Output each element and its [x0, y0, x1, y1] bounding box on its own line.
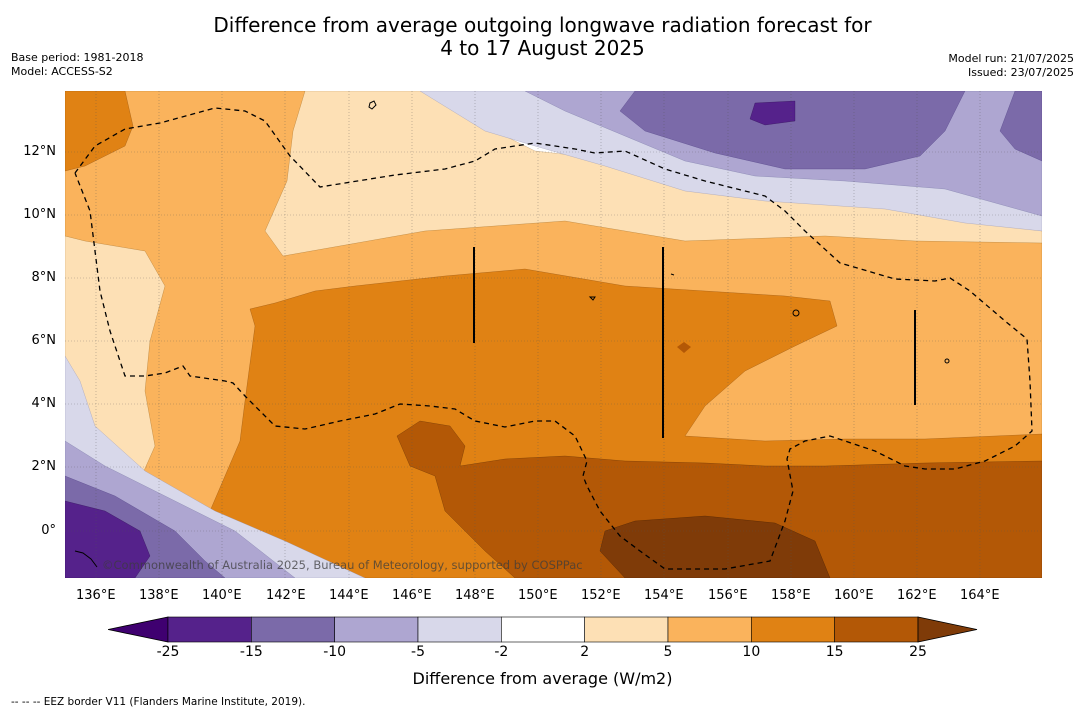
island-marker — [588, 296, 596, 301]
island-marker — [944, 358, 950, 364]
anomaly-region-minus-10-to-minus-15-ne — [999, 91, 1042, 162]
colorbar-arrow-high — [917, 616, 978, 643]
anomaly-region-minus-10-to-minus-15-north — [619, 91, 966, 170]
credit-text: ©Commonwealth of Australia 2025, Bureau … — [102, 558, 583, 572]
anomaly-region-15-to-25 — [396, 420, 1042, 578]
eez-border — [74, 107, 1033, 570]
colorbar-segment — [167, 616, 252, 643]
colorbar-tick-label: 5 — [663, 644, 673, 660]
longitude-tick-label: 158°E — [771, 588, 811, 603]
colorbar-segment — [751, 616, 835, 643]
latitude-tick-label: 12°N — [23, 144, 56, 159]
model-name: Model: ACCESS-S2 — [11, 64, 113, 78]
run-info: Model run: 21/07/2025 Issued: 23/07/2025 — [948, 52, 1074, 79]
model-info: Base period: 1981-2018 Model: ACCESS-S2 — [11, 51, 143, 78]
colorbar — [108, 616, 978, 643]
longitude-tick-label: 146°E — [392, 588, 432, 603]
longitude-tick-label: 150°E — [518, 588, 558, 603]
colorbar-title: Difference from average (W/m2) — [412, 669, 673, 688]
colorbar-segment — [334, 616, 419, 643]
longitude-tick-label: 164°E — [960, 588, 1000, 603]
longitude-tick-label: 152°E — [581, 588, 621, 603]
colorbar-segment — [251, 616, 335, 643]
island-chains — [473, 247, 916, 438]
longitude-tick-label: 144°E — [329, 588, 369, 603]
colorbar-segment — [834, 616, 919, 643]
colorbar-segment — [584, 616, 669, 643]
latitude-tick-label: 2°N — [31, 459, 57, 474]
island-marker — [792, 309, 800, 317]
colorbar-tick-label: -15 — [239, 644, 263, 660]
anomaly-region-minus-15-to-minus-25-sw — [65, 500, 151, 578]
longitude-tick-label: 156°E — [708, 588, 748, 603]
latitude-tick-label: 4°N — [31, 396, 57, 411]
colorbar-tick-label: 2 — [580, 644, 590, 660]
map-title: Difference from average outgoing longwav… — [0, 14, 1085, 60]
island-marker — [368, 100, 377, 110]
colorbar-tick-label: 25 — [909, 644, 927, 660]
longitude-tick-label: 138°E — [139, 588, 179, 603]
model-run: Model run: 21/07/2025 — [948, 52, 1074, 65]
anomaly-region-10-to-15-nw — [65, 91, 134, 172]
colorbar-segment — [417, 616, 502, 643]
colorbar-tick-label: -2 — [494, 644, 509, 660]
island-outlines — [74, 100, 950, 568]
issued-date: Issued: 23/07/2025 — [967, 65, 1074, 79]
island-marker — [670, 273, 675, 276]
colorbar-tick-label: 15 — [825, 644, 844, 660]
latitude-tick-label: 0° — [41, 523, 56, 538]
latitude-tick-label: 10°N — [23, 207, 56, 222]
colorbar-tick-label: 10 — [742, 644, 761, 660]
longitude-tick-label: 154°E — [644, 588, 684, 603]
mark-patch — [677, 342, 691, 353]
colorbar-tick-label: -25 — [156, 644, 180, 660]
title-line-2: 4 to 17 August 2025 — [440, 36, 645, 60]
longitude-tick-label: 142°E — [266, 588, 306, 603]
base-period: Base period: 1981-2018 — [11, 51, 144, 64]
latitude-tick-label: 8°N — [31, 270, 57, 285]
title-line-1: Difference from average outgoing longwav… — [213, 13, 872, 37]
latitude-tick-label: 6°N — [31, 333, 57, 348]
olr-anomaly-map — [65, 91, 1042, 578]
eez-footnote: -- -- -- EEZ border V11 (Flanders Marine… — [11, 696, 306, 708]
colorbar-segment — [501, 616, 585, 643]
longitude-tick-label: 140°E — [202, 588, 242, 603]
colorbar-tick-label: -10 — [323, 644, 347, 660]
island-marker — [74, 550, 98, 568]
longitude-tick-label: 160°E — [834, 588, 874, 603]
map-gridlines — [65, 91, 1042, 578]
anomaly-region-above-25 — [599, 515, 831, 578]
longitude-tick-label: 162°E — [897, 588, 937, 603]
anomaly-region-minus-15-to-minus-25-north — [749, 100, 796, 126]
longitude-tick-label: 148°E — [455, 588, 495, 603]
colorbar-segment — [667, 616, 752, 643]
longitude-tick-label: 136°E — [76, 588, 116, 603]
colorbar-tick-label: -5 — [411, 644, 425, 660]
colorbar-arrow-low — [108, 616, 169, 643]
